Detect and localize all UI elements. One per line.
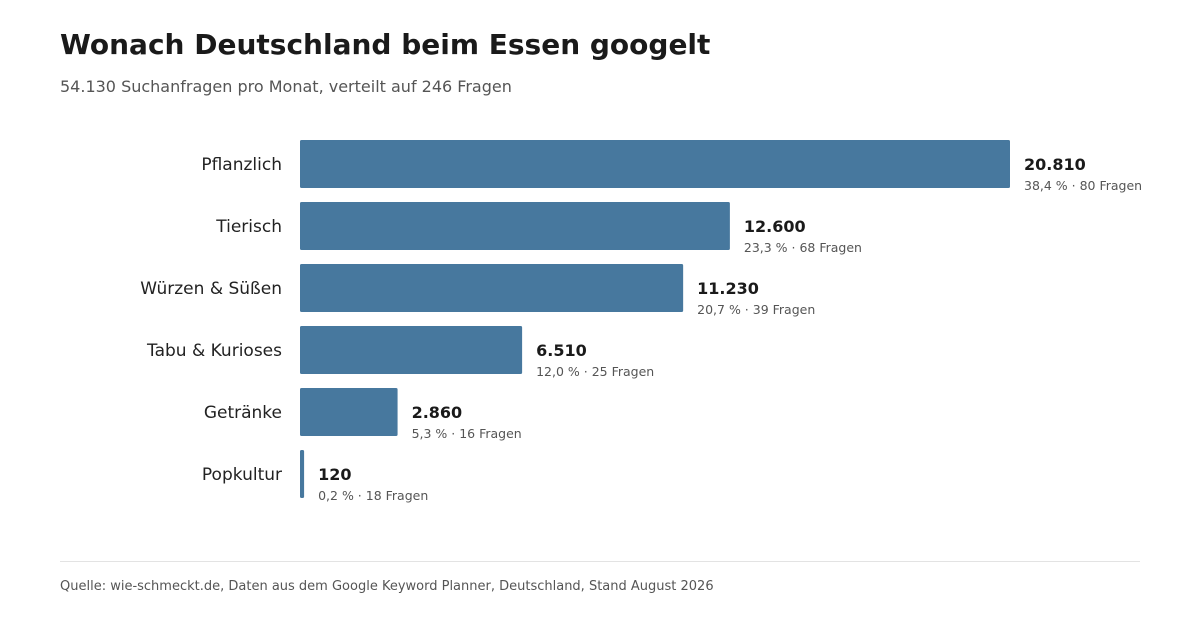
detail-label-tabu-kurioses: 12,0 % · 25 Fragen (536, 364, 654, 379)
chart-title: Wonach Deutschland beim Essen googelt (60, 28, 711, 61)
bar-würzen-süßen (300, 264, 684, 312)
footer-divider (60, 561, 1140, 562)
detail-label-getränke: 5,3 % · 16 Fragen (412, 426, 522, 441)
chart-subtitle: 54.130 Suchanfragen pro Monat, verteilt … (60, 77, 512, 96)
category-label-tierisch: Tierisch (215, 217, 282, 237)
bar-chart: Pflanzlich 20.810 38,4 % · 80 Fragen Tieris… (140, 140, 1142, 503)
bar-getränke (300, 388, 398, 436)
detail-label-popkultur: 0,2 % · 18 Fragen (318, 488, 428, 503)
category-label-tabu-kurioses: Tabu & Kurioses (146, 341, 282, 361)
bar-popkultur (300, 450, 305, 498)
value-label-würzen-süßen: 11.230 (697, 279, 759, 298)
category-label-pflanzlich: Pflanzlich (201, 155, 282, 175)
detail-label-würzen-süßen: 20,7 % · 39 Fragen (697, 302, 815, 317)
detail-label-tierisch: 23,3 % · 68 Fragen (744, 240, 862, 255)
detail-label-pflanzlich: 38,4 % · 80 Fragen (1024, 178, 1142, 193)
category-label-würzen-süßen: Würzen & Süßen (140, 279, 282, 299)
category-label-popkultur: Popkultur (202, 465, 282, 485)
bar-tabu-kurioses (300, 326, 523, 374)
category-label-getränke: Getränke (204, 403, 282, 423)
value-label-popkultur: 120 (318, 465, 351, 484)
bar-pflanzlich (300, 140, 1010, 188)
source-note: Quelle: wie-schmeckt.de, Daten aus dem G… (60, 579, 714, 594)
value-label-tierisch: 12.600 (744, 217, 806, 236)
value-label-pflanzlich: 20.810 (1024, 155, 1086, 174)
bar-tierisch (300, 202, 730, 250)
value-label-getränke: 2.860 (412, 403, 463, 422)
value-label-tabu-kurioses: 6.510 (536, 341, 587, 360)
